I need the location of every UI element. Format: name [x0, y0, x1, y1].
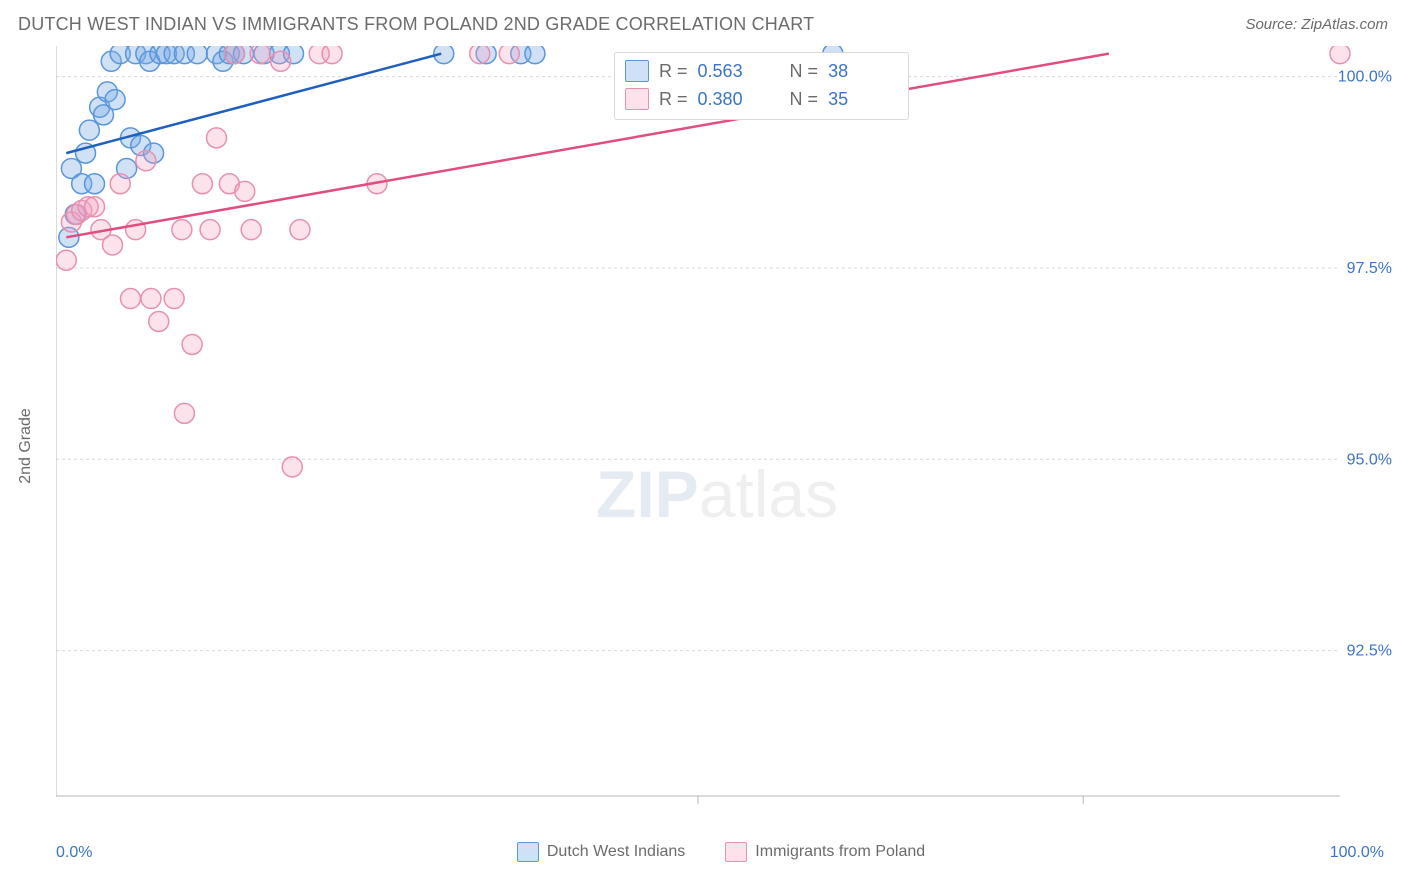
- svg-text:100.0%: 100.0%: [1338, 69, 1392, 86]
- svg-text:95.0%: 95.0%: [1347, 451, 1392, 468]
- header: DUTCH WEST INDIAN VS IMMIGRANTS FROM POL…: [18, 14, 1388, 35]
- y-axis-label: 2nd Grade: [17, 408, 35, 484]
- stats-legend: R = 0.563 N = 38 R = 0.380 N = 35: [614, 52, 909, 120]
- n-value-b: 35: [828, 89, 898, 110]
- legend-label-b: Immigrants from Poland: [755, 843, 925, 861]
- n-value-a: 38: [828, 61, 898, 82]
- legend-item-a: Dutch West Indians: [517, 842, 685, 862]
- r-label: R =: [659, 61, 688, 82]
- n-label: N =: [790, 61, 819, 82]
- legend-swatch-a: [517, 842, 539, 862]
- scatter-chart: 92.5% 95.0% 97.5% 100.0%: [56, 46, 1400, 816]
- svg-text:97.5%: 97.5%: [1347, 260, 1392, 277]
- source-label: Source: ZipAtlas.com: [1245, 16, 1388, 33]
- stats-swatch-b: [625, 88, 649, 110]
- svg-text:92.5%: 92.5%: [1347, 643, 1392, 660]
- r-value-b: 0.380: [698, 89, 768, 110]
- r-value-a: 0.563: [698, 61, 768, 82]
- bottom-legend: Dutch West Indians Immigrants from Polan…: [56, 842, 1386, 862]
- legend-label-a: Dutch West Indians: [547, 843, 685, 861]
- stats-swatch-a: [625, 60, 649, 82]
- n-label-2: N =: [790, 89, 819, 110]
- stats-row-a: R = 0.563 N = 38: [625, 57, 898, 85]
- stats-row-b: R = 0.380 N = 35: [625, 85, 898, 113]
- legend-item-b: Immigrants from Poland: [725, 842, 925, 862]
- r-label-2: R =: [659, 89, 688, 110]
- chart-title: DUTCH WEST INDIAN VS IMMIGRANTS FROM POL…: [18, 14, 814, 35]
- legend-swatch-b: [725, 842, 747, 862]
- chart-area: 92.5%95.0%97.5%100.0%: [56, 46, 1386, 816]
